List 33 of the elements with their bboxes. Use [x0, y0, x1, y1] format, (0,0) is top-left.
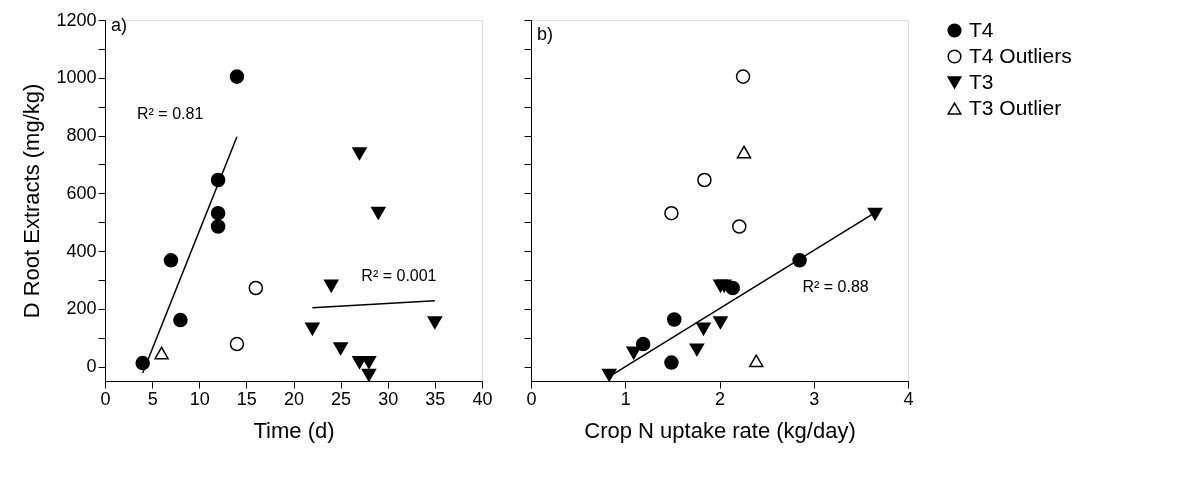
x-tick-label: 3 [809, 388, 820, 409]
x-tick-label: 10 [189, 388, 210, 409]
x-tick-label: 2 [714, 388, 726, 409]
chart-title: a) [111, 15, 128, 35]
x-tick-label: 1 [620, 388, 631, 409]
x-tick-label: 40 [472, 388, 493, 409]
annotation: R² = 0.88 [802, 278, 869, 296]
y-axis-title: D Root Extracts (mg/kg) [19, 83, 45, 319]
annotation: R² = 0.001 [361, 267, 437, 285]
x-tick-label: 35 [425, 388, 446, 409]
annotation: R² = 0.81 [137, 104, 204, 122]
y-tick-label: 400 [66, 240, 97, 261]
x-tick-label: 5 [147, 388, 158, 409]
x-axis-title: Time (d) [253, 417, 335, 443]
chart-title: b) [537, 23, 554, 44]
x-tick-label: 15 [236, 388, 257, 409]
legend-label: T4 [969, 17, 994, 41]
y-tick-label: 1200 [56, 9, 97, 30]
legend-label: T3 [969, 69, 994, 93]
x-tick-label: 4 [903, 388, 914, 409]
y-tick-label: 800 [66, 125, 97, 146]
x-tick-label: 25 [331, 388, 352, 409]
legend-label: T4 Outliers [969, 43, 1072, 67]
x-tick-label: 0 [100, 388, 111, 409]
x-tick-label: 0 [526, 388, 537, 409]
x-axis-title: Crop N uptake rate (kg/day) [584, 417, 856, 443]
y-tick-label: 600 [66, 182, 97, 203]
y-tick-label: 0 [86, 356, 97, 377]
x-tick-label: 30 [378, 388, 399, 409]
y-tick-label: 200 [66, 298, 97, 319]
y-tick-label: 1000 [56, 67, 97, 88]
x-tick-label: 20 [283, 388, 305, 409]
legend-label: T3 Outlier [969, 95, 1062, 119]
